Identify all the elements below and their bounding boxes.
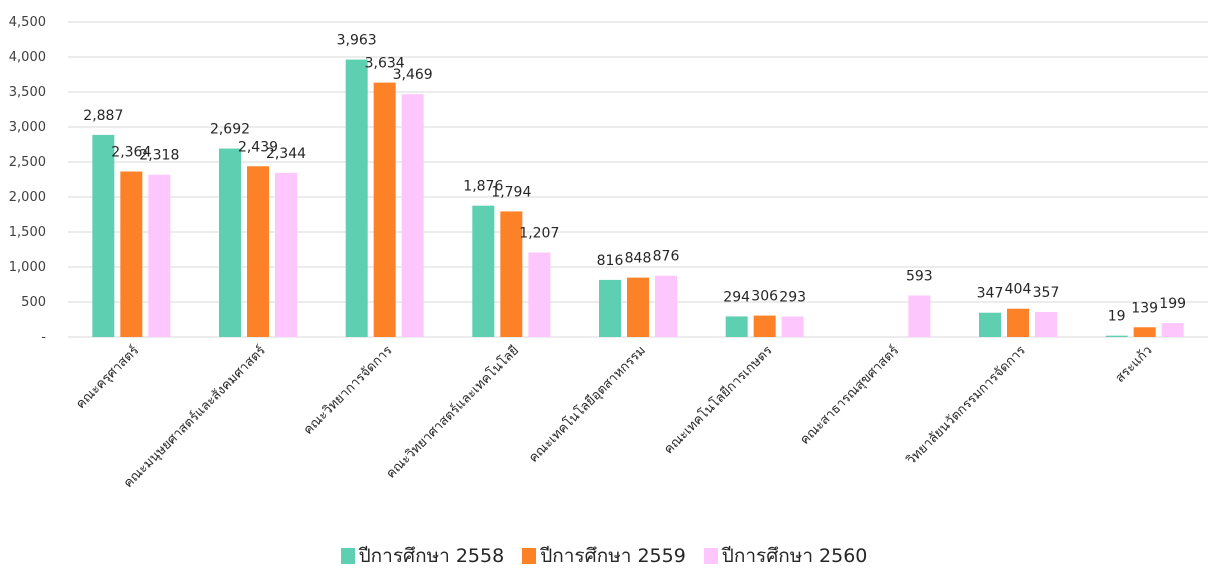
bar — [1007, 309, 1029, 337]
data-label: 294 — [723, 289, 750, 305]
legend: ปีการศึกษา 2558 ปีการศึกษา 2559 ปีการศึก… — [0, 541, 1208, 571]
y-tick-label: - — [41, 330, 46, 345]
legend-item-2558: ปีการศึกษา 2558 — [341, 541, 505, 571]
y-tick-label: 4,500 — [9, 15, 46, 30]
y-tick-label: 2,000 — [9, 190, 46, 205]
data-label: 848 — [625, 251, 652, 267]
x-category-label: คณะเทคโนโลยีอุตสาหกรรม — [526, 343, 649, 466]
bar — [247, 166, 269, 337]
data-label: 3,469 — [393, 67, 433, 83]
bar — [979, 313, 1001, 337]
data-label: 293 — [779, 289, 806, 305]
x-category-label: คณะเทคโนโลยีการเกษตร — [661, 343, 776, 458]
legend-label-2558: ปีการศึกษา 2558 — [359, 541, 505, 571]
bar-chart: - 500 1,000 1,500 2,000 2,500 3,000 3,500 4,000 4… — [0, 0, 1208, 535]
legend-swatch-2558 — [341, 548, 355, 564]
y-tick-label: 1,500 — [9, 225, 46, 240]
data-label: 404 — [1005, 282, 1032, 298]
data-label: 199 — [1159, 296, 1186, 312]
x-category-label: คณะวิทยาการจัดการ — [301, 343, 396, 438]
data-label: 2,887 — [83, 108, 123, 124]
data-label: 139 — [1131, 300, 1158, 316]
bar — [120, 172, 142, 337]
data-label: 2,344 — [266, 146, 306, 162]
data-label: 3,963 — [337, 33, 377, 49]
legend-swatch-2559 — [522, 548, 536, 564]
y-tick-label: 500 — [21, 295, 46, 310]
bar — [726, 316, 748, 337]
bar — [1134, 327, 1156, 337]
data-label: 1,794 — [491, 184, 531, 200]
data-label: 593 — [906, 268, 933, 284]
bar — [754, 316, 776, 337]
y-tick-label: 1,000 — [9, 260, 46, 275]
bar — [219, 149, 241, 337]
legend-swatch-2560 — [704, 548, 718, 564]
bar — [1035, 312, 1057, 337]
bar — [1106, 336, 1128, 337]
bar — [275, 173, 297, 337]
bar — [1162, 323, 1184, 337]
y-tick-label: 4,000 — [9, 50, 46, 65]
data-label: 816 — [597, 253, 624, 269]
bar — [528, 253, 550, 337]
x-category-label: คณะครุศาสตร์ — [73, 343, 143, 413]
x-category-label: วิทยาลัยนวัตกรรมการจัดการ — [903, 343, 1029, 469]
y-tick-label: 3,500 — [9, 85, 46, 100]
bar — [346, 60, 368, 337]
data-label: 876 — [653, 249, 680, 265]
legend-item-2559: ปีการศึกษา 2559 — [522, 541, 686, 571]
legend-label-2560: ปีการศึกษา 2560 — [722, 541, 868, 571]
bar — [599, 280, 621, 337]
x-category-label: คณะวิทยาศาสตร์และเทคโนโลยี — [383, 343, 522, 482]
legend-label-2559: ปีการศึกษา 2559 — [540, 541, 686, 571]
y-axis-ticks: - 500 1,000 1,500 2,000 2,500 3,000 3,500 4,000 4… — [9, 15, 47, 345]
bar — [655, 276, 677, 337]
legend-item-2560: ปีการศึกษา 2560 — [704, 541, 868, 571]
data-label: 1,207 — [519, 226, 559, 242]
y-tick-label: 3,000 — [9, 120, 46, 135]
data-label: 347 — [977, 286, 1004, 302]
data-label: 19 — [1108, 309, 1126, 325]
data-label: 357 — [1033, 285, 1060, 301]
bar — [374, 83, 396, 337]
data-label: 2,692 — [210, 122, 250, 138]
x-category-label: สระแก้ว — [1113, 343, 1156, 386]
x-axis-category-labels: คณะครุศาสตร์คณะมนุษยศาสตร์และสังคมศาสตร์… — [73, 343, 1156, 492]
x-category-label: คณะสาธารณสุขศาสตร์ — [797, 343, 902, 448]
data-label: 2,318 — [139, 148, 179, 164]
bar — [92, 135, 114, 337]
y-tick-label: 2,500 — [9, 155, 46, 170]
bar — [782, 316, 804, 337]
bar — [148, 175, 170, 337]
data-label: 306 — [751, 289, 778, 305]
x-category-label: คณะมนุษยศาสตร์และสังคมศาสตร์ — [120, 343, 269, 492]
bar — [908, 295, 930, 337]
bar — [627, 278, 649, 337]
bar — [472, 206, 494, 337]
bar — [402, 94, 424, 337]
